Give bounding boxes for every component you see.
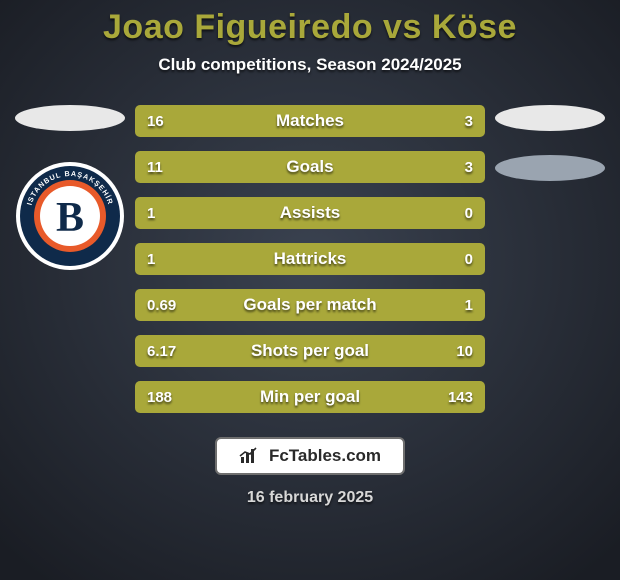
stat-row: 1 Hattricks 0 [135, 243, 485, 275]
date-text: 16 february 2025 [247, 489, 373, 507]
stat-value-right: 3 [465, 159, 473, 176]
stat-value-left: 0.69 [147, 297, 176, 314]
stat-label: Hattricks [274, 249, 347, 269]
stat-value-right: 143 [448, 389, 473, 406]
stat-label: Shots per goal [251, 341, 369, 361]
stat-label: Goals per match [243, 295, 376, 315]
stat-label: Assists [280, 203, 340, 223]
stat-value-left: 6.17 [147, 343, 176, 360]
club-logo-left: B ISTANBUL BAŞAKŞEHİR [15, 161, 125, 271]
stat-value-right: 3 [465, 113, 473, 130]
content-container: Joao Figueiredo vs Köse Club competition… [0, 0, 620, 580]
club-logo-right-placeholder [495, 155, 605, 181]
stat-label: Matches [276, 111, 344, 131]
stat-value-left: 1 [147, 205, 155, 222]
player-left-placeholder [15, 105, 125, 131]
stat-row: 0.69 Goals per match 1 [135, 289, 485, 321]
page-subtitle: Club competitions, Season 2024/2025 [158, 55, 461, 75]
basaksehir-logo-icon: B ISTANBUL BAŞAKŞEHİR [15, 161, 125, 271]
stat-value-left: 188 [147, 389, 172, 406]
stat-value-right: 0 [465, 205, 473, 222]
main-row: B ISTANBUL BAŞAKŞEHİR 16Matches311Goals3… [0, 105, 620, 413]
left-side: B ISTANBUL BAŞAKŞEHİR [5, 105, 135, 271]
stat-row: 188 Min per goal 143 [135, 381, 485, 413]
stat-row: 6.17 Shots per goal 10 [135, 335, 485, 367]
brand-text: FcTables.com [269, 446, 381, 466]
stat-label: Goals [286, 157, 333, 177]
stats-bars: 16 Matches 3 11 Goals 3 1 Assists 0 1 Hattricks 0 0.… [135, 105, 485, 413]
page-title: Joao Figueiredo vs Köse [103, 8, 517, 47]
stat-value-left: 11 [147, 159, 163, 176]
stat-value-left: 16 [147, 113, 164, 130]
chart-icon [239, 447, 259, 465]
stat-row: 16 Matches 3 [135, 105, 485, 137]
stat-value-right: 1 [465, 297, 473, 314]
stat-row: 1 Assists 0 [135, 197, 485, 229]
svg-text:B: B [56, 195, 84, 241]
stat-value-right: 10 [456, 343, 473, 360]
stat-value-right: 0 [465, 251, 473, 268]
stat-value-left: 1 [147, 251, 155, 268]
brand-badge: FcTables.com [215, 437, 405, 475]
right-side [485, 105, 615, 181]
stat-label: Min per goal [260, 387, 360, 407]
stat-row: 11 Goals 3 [135, 151, 485, 183]
player-right-placeholder [495, 105, 605, 131]
